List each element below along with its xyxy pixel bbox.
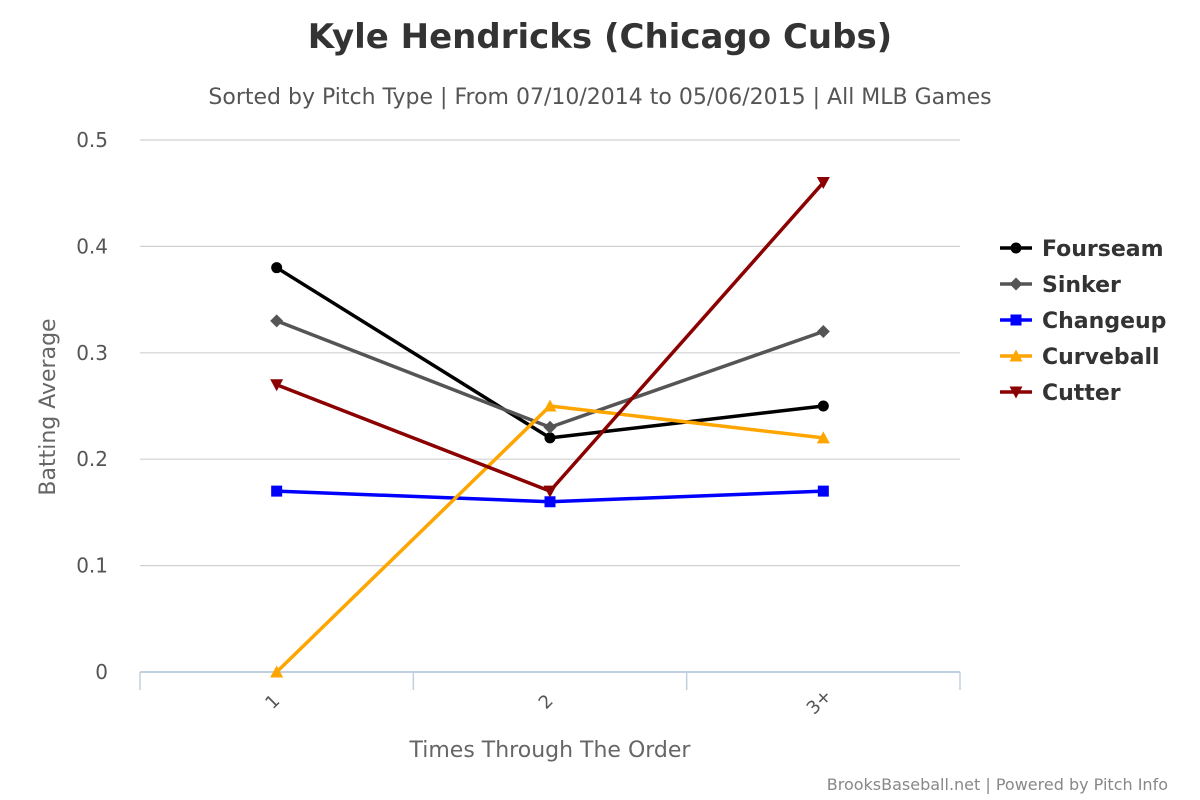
legend-label: Fourseam <box>1042 237 1164 262</box>
legend-marker-icon[interactable] <box>1009 386 1023 399</box>
series-lines <box>270 177 830 678</box>
x-tick-label: 2 <box>535 691 558 714</box>
series-curveball <box>270 399 830 678</box>
y-axis-title: Batting Average <box>36 318 61 495</box>
data-point-changeup[interactable] <box>271 485 283 497</box>
legend-label: Cutter <box>1042 381 1121 406</box>
series-sinker <box>270 314 830 434</box>
legend-label: Sinker <box>1042 273 1121 298</box>
data-point-sinker[interactable] <box>543 420 557 434</box>
legend-item-changeup[interactable]: Changeup <box>1000 309 1166 334</box>
legend-item-cutter[interactable]: Cutter <box>1000 381 1121 406</box>
data-point-cutter[interactable] <box>543 485 557 498</box>
legend-label: Changeup <box>1042 309 1166 334</box>
chart-title: Kyle Hendricks (Chicago Cubs) <box>308 17 892 57</box>
x-axis-ticks: 1 2 3+ <box>261 685 836 719</box>
data-point-changeup[interactable] <box>544 496 556 508</box>
series-changeup <box>271 485 829 508</box>
x-axis-title: Times Through The Order <box>409 738 692 763</box>
legend-item-sinker[interactable]: Sinker <box>1000 273 1121 298</box>
legend-marker-icon[interactable] <box>1010 242 1022 254</box>
legend-item-curveball[interactable]: Curveball <box>1000 345 1160 370</box>
data-point-cutter[interactable] <box>816 177 830 190</box>
data-point-cutter[interactable] <box>270 379 284 392</box>
y-axis-ticks: 0 0.1 0.2 0.3 0.4 0.5 <box>76 128 108 684</box>
data-point-sinker[interactable] <box>816 325 830 339</box>
legend-item-fourseam[interactable]: Fourseam <box>1000 237 1164 262</box>
legend[interactable]: Fourseam Sinker Changeup Curveball Cutter <box>1000 237 1166 406</box>
y-tick-label: 0.1 <box>76 554 108 578</box>
y-tick-label: 0.5 <box>76 128 108 152</box>
y-tick-label: 0.2 <box>76 447 108 471</box>
x-axis <box>139 671 961 690</box>
data-point-fourseam[interactable] <box>817 400 829 412</box>
credits-text[interactable]: BrooksBaseball.net | Powered by Pitch In… <box>827 775 1168 794</box>
y-tick-label: 0.3 <box>76 341 108 365</box>
data-point-curveball[interactable] <box>270 665 284 678</box>
data-point-curveball[interactable] <box>543 399 557 412</box>
y-tick-label: 0 <box>95 660 108 684</box>
data-point-fourseam[interactable] <box>544 432 556 444</box>
data-point-changeup[interactable] <box>817 485 829 497</box>
y-tick-label: 0.4 <box>76 234 108 258</box>
legend-label: Curveball <box>1042 345 1160 370</box>
series-line-curveball[interactable] <box>275 404 824 674</box>
series-cutter <box>270 177 830 498</box>
series-line-cutter[interactable] <box>276 181 825 493</box>
chart-subtitle: Sorted by Pitch Type | From 07/10/2014 t… <box>208 85 991 110</box>
series-fourseam <box>271 262 829 444</box>
legend-marker-icon[interactable] <box>1009 277 1023 291</box>
data-point-fourseam[interactable] <box>271 262 283 274</box>
legend-marker-icon[interactable] <box>1010 314 1022 326</box>
data-point-curveball[interactable] <box>816 431 830 444</box>
data-point-sinker[interactable] <box>270 314 284 328</box>
x-tick-label: 1 <box>261 691 284 714</box>
legend-marker-icon[interactable] <box>1009 349 1023 362</box>
x-tick-label: 3+ <box>803 685 837 719</box>
